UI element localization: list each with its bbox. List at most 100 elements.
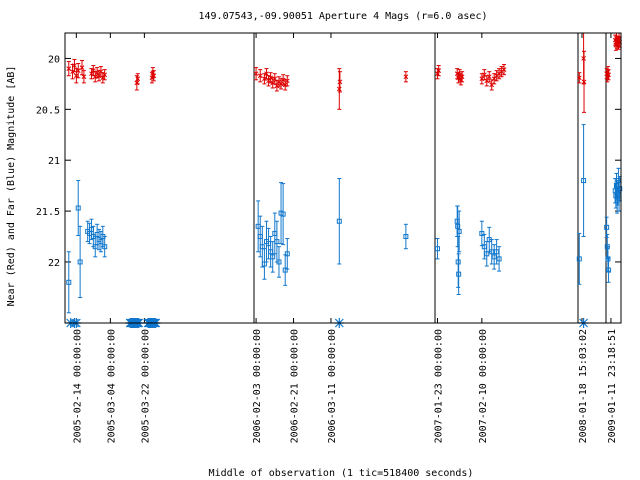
- near-point: [75, 63, 81, 79]
- far-marker: [282, 267, 288, 273]
- y-axis-ticks: 20 20.5 21 21.5 22: [36, 54, 621, 269]
- far-point: [255, 200, 261, 253]
- near-marker: [135, 76, 141, 82]
- far-marker: [403, 234, 409, 240]
- near-marker: [100, 75, 106, 81]
- near-point: [606, 69, 611, 81]
- near-marker: [75, 68, 81, 74]
- panel-2007: 2007-01-23 00:00:00 2007-02-10 00:00:00: [433, 33, 507, 443]
- near-point: [266, 75, 271, 87]
- near-marker: [81, 74, 87, 80]
- y-tick-label: 20.5: [36, 105, 60, 116]
- far-marker: [455, 223, 461, 229]
- near-marker: [72, 63, 77, 68]
- far-point: [576, 232, 582, 285]
- far-marker: [284, 251, 290, 257]
- near-point: [253, 67, 259, 81]
- panel-2005: 2005-02-14 00:00:00 2005-03-04 00:00:00 20…: [65, 33, 161, 443]
- near-marker: [272, 76, 278, 82]
- near-point: [100, 72, 106, 84]
- far-point: [456, 253, 462, 296]
- far-marker: [456, 228, 462, 234]
- far-marker: [274, 239, 280, 245]
- near-point: [72, 58, 77, 73]
- x-tick-label: 2006-03-11 00:00:00: [327, 329, 338, 443]
- near-point: [81, 70, 87, 84]
- x-tick-label: 2007-01-23 00:00:00: [433, 329, 444, 443]
- y-tick-label: 20: [48, 54, 60, 65]
- near-point: [98, 66, 104, 78]
- near-marker: [266, 78, 271, 84]
- near-marker: [403, 74, 409, 80]
- x-axis-label: Middle of observation (1 tic=518400 seco…: [209, 468, 474, 479]
- near-point: [479, 73, 485, 85]
- y-tick-label: 22: [48, 258, 60, 269]
- near-marker: [284, 78, 290, 84]
- far-marker: [336, 218, 342, 224]
- near-marker: [102, 72, 108, 78]
- near-point: [436, 65, 442, 77]
- near-marker: [606, 72, 611, 78]
- far-point: [606, 257, 612, 283]
- near-point: [336, 68, 342, 110]
- far-marker: [479, 230, 485, 236]
- far-point: [403, 223, 409, 250]
- near-point: [496, 68, 502, 80]
- near-marker: [337, 79, 343, 85]
- far-point: [336, 178, 342, 265]
- plot-panels: 2005-02-14 00:00:00 2005-03-04 00:00:00 20…: [65, 32, 623, 443]
- far-marker: [261, 261, 267, 267]
- chart-title: 149.07543,-09.90051 Aperture 4 Mags (r=6…: [199, 11, 488, 22]
- x-tick-label: 2008-01-18 15:03:02: [578, 329, 589, 443]
- near-marker: [459, 74, 465, 80]
- near-marker: [89, 71, 94, 77]
- near-marker: [94, 70, 100, 76]
- far-marker: [576, 256, 582, 262]
- far-point: [102, 236, 108, 258]
- far-marker: [496, 256, 502, 262]
- far-point: [270, 241, 276, 273]
- x-tick-label: 2005-03-04 00:00:00: [106, 329, 117, 443]
- near-marker: [79, 65, 85, 70]
- far-marker: [276, 259, 282, 265]
- far-marker: [280, 211, 286, 217]
- far-point: [456, 210, 462, 253]
- panel-2009: 2009-01-11 23:18:51: [604, 32, 623, 443]
- far-marker: [77, 259, 83, 265]
- near-marker: [486, 74, 492, 80]
- near-point: [576, 72, 582, 84]
- panel-2006: 2006-02-03 00:00:00 2006-02-21 00:00:00 20…: [252, 33, 409, 443]
- far-point: [581, 124, 587, 238]
- far-point: [282, 254, 288, 286]
- near-marker: [73, 73, 79, 79]
- near-point: [257, 69, 263, 83]
- near-marker: [253, 71, 259, 77]
- y-tick-label: 21: [48, 156, 60, 167]
- plot-frame: [64, 32, 622, 324]
- far-marker: [66, 279, 72, 285]
- far-point: [257, 215, 263, 258]
- near-marker: [264, 71, 269, 77]
- near-marker: [257, 73, 263, 79]
- far-point: [274, 220, 280, 263]
- near-point: [272, 73, 278, 85]
- near-point: [79, 59, 85, 76]
- near-point: [102, 69, 108, 81]
- near-marker: [576, 75, 582, 81]
- x-tick-label: 2009-01-11 23:18:51: [607, 329, 618, 443]
- near-point: [459, 71, 465, 83]
- far-marker: [581, 178, 587, 184]
- far-point: [496, 246, 502, 272]
- far-marker: [605, 256, 611, 262]
- near-marker: [262, 76, 267, 82]
- near-point: [403, 71, 409, 83]
- y-axis-label: Near (Red) and Far (Blue) Magnitude [AB]: [6, 66, 17, 307]
- near-marker: [581, 79, 587, 85]
- near-point: [264, 68, 269, 80]
- near-point: [284, 75, 290, 87]
- near-marker: [501, 67, 507, 72]
- far-marker: [75, 205, 81, 211]
- far-point: [276, 246, 282, 278]
- near-point: [151, 70, 157, 82]
